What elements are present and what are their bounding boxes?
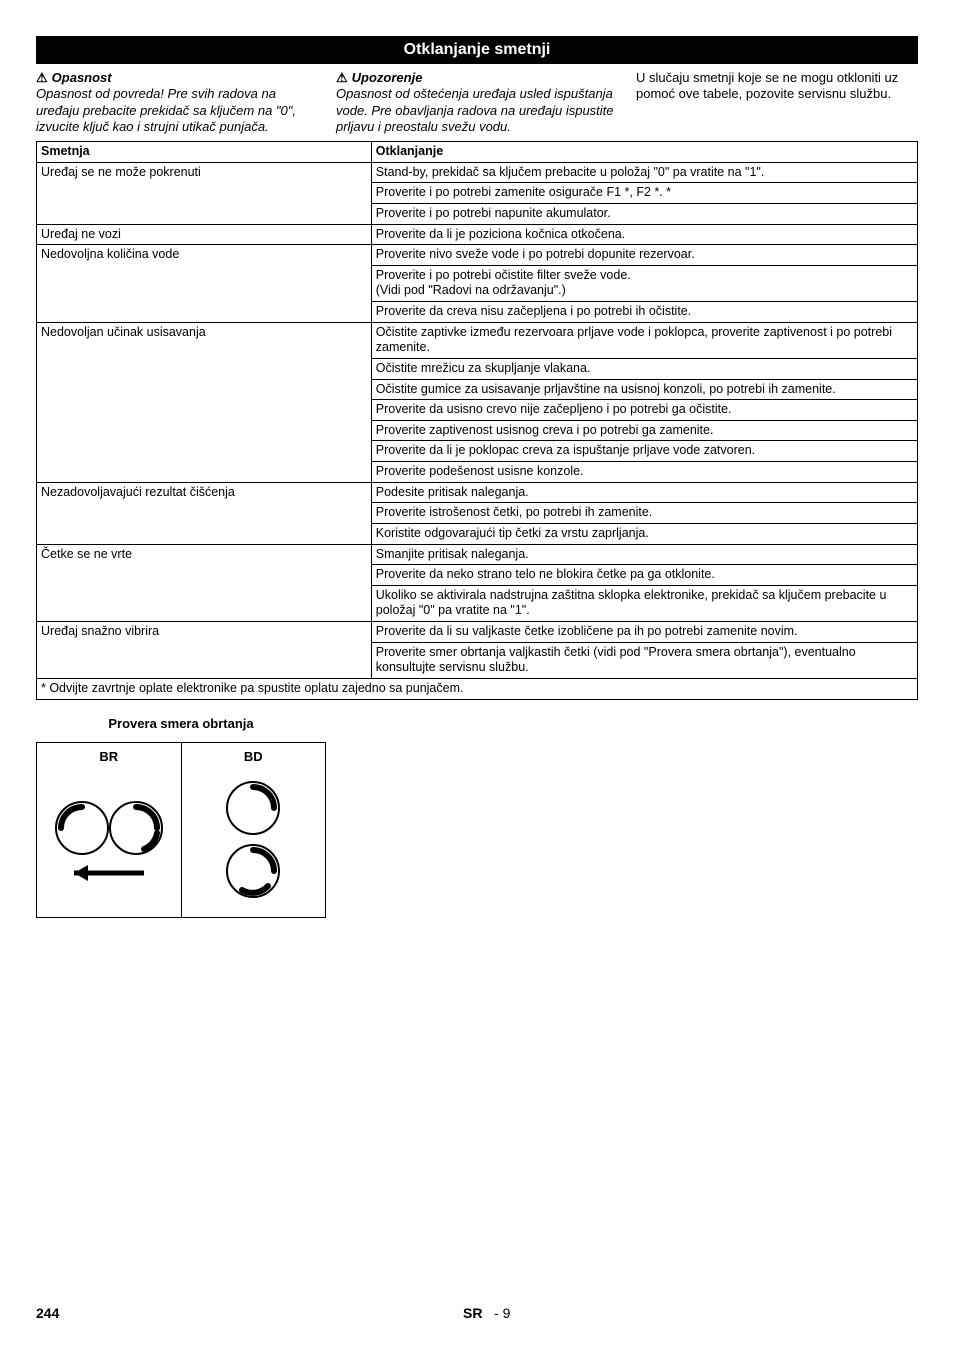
remedy-cell: Očistite gumice za usisavanje prljavštin… (371, 379, 917, 400)
remedy-cell: Proverite i po potrebi napunite akumulat… (371, 203, 917, 224)
table-row: Nedovoljan učinak usisavanjaOčistite zap… (37, 322, 918, 358)
remedy-cell: Proverite smer obrtanja valjkastih četki… (371, 642, 917, 678)
remedy-cell: Proverite da usisno crevo nije začepljen… (371, 400, 917, 421)
remedy-cell: Smanjite pritisak naleganja. (371, 544, 917, 565)
fault-cell: Nezadovoljavajući rezultat čišćenja (37, 482, 372, 544)
col-warning: ⚠ Upozorenje Opasnost od oštećenja uređaj… (336, 70, 618, 135)
troubleshooting-table: Smetnja Otklanjanje Uređaj se ne može po… (36, 141, 918, 679)
table-row: Nedovoljna količina vodeProverite nivo s… (37, 245, 918, 266)
footer-center: SR - 9 (463, 1305, 510, 1323)
footer-lang: SR (463, 1305, 482, 1321)
diagram-label-br: BR (41, 749, 177, 765)
remedy-cell: Proverite nivo sveže vode i po potrebi d… (371, 245, 917, 266)
remedy-cell: Proverite da li je poklopac creva za isp… (371, 441, 917, 462)
diagram-col-bd: BD (181, 743, 326, 918)
danger-text: Opasnost od povreda! Pre svih radova na … (36, 86, 318, 135)
table-row: Uređaj ne voziProverite da li je pozicio… (37, 224, 918, 245)
remedy-cell: Očistite zaptivke između rezervoara prlj… (371, 322, 917, 358)
rotation-br-icon (44, 773, 174, 893)
diagram-label-bd: BD (186, 749, 322, 765)
remedy-cell: Proverite da neko strano telo ne blokira… (371, 565, 917, 586)
page-number: 244 (36, 1305, 59, 1323)
danger-heading: ⚠ Opasnost (36, 70, 318, 86)
remedy-cell: Proverite istrošenost četki, po potrebi … (371, 503, 917, 524)
remedy-cell: Proverite podešenost usisne konzole. (371, 462, 917, 483)
remedy-cell: Proverite da li je poziciona kočnica otk… (371, 224, 917, 245)
col-info: U slučaju smetnji koje se ne mogu otklon… (636, 70, 918, 135)
remedy-cell: Proverite i po potrebi očistite filter s… (371, 265, 917, 301)
rotation-bd-icon (188, 773, 318, 903)
table-row: Uređaj snažno vibriraProverite da li su … (37, 622, 918, 643)
fault-cell: Četke se ne vrte (37, 544, 372, 622)
remedy-cell: Stand-by, prekidač sa ključem prebacite … (371, 162, 917, 183)
table-footnote: * Odvijte zavrtnje oplate elektronike pa… (36, 679, 918, 700)
fault-cell: Nedovoljna količina vode (37, 245, 372, 323)
danger-label: Opasnost (52, 70, 112, 85)
warning-heading: ⚠ Upozorenje (336, 70, 618, 86)
intro-columns: ⚠ Opasnost Opasnost od povreda! Pre svih … (36, 70, 918, 135)
section-banner: Otklanjanje smetnji (36, 36, 918, 64)
table-row: Četke se ne vrteSmanjite pritisak nalega… (37, 544, 918, 565)
remedy-cell: Podesite pritisak naleganja. (371, 482, 917, 503)
fault-cell: Uređaj se ne može pokrenuti (37, 162, 372, 224)
remedy-cell: Proverite zaptivenost usisnog creva i po… (371, 420, 917, 441)
diagram-col-br: BR (37, 743, 181, 918)
warning-triangle-icon: ⚠ (336, 70, 348, 86)
remedy-cell: Ukoliko se aktivirala nadstrujna zaštitn… (371, 585, 917, 621)
table-row: Uređaj se ne može pokrenutiStand-by, pre… (37, 162, 918, 183)
fault-cell: Uređaj snažno vibrira (37, 622, 372, 679)
fault-cell: Nedovoljan učinak usisavanja (37, 322, 372, 482)
info-text: U slučaju smetnji koje se ne mogu otklon… (636, 70, 918, 103)
warning-label: Upozorenje (352, 70, 423, 85)
table-row: Nezadovoljavajući rezultat čišćenjaPodes… (37, 482, 918, 503)
remedy-cell: Proverite da creva nisu začepljena i po … (371, 302, 917, 323)
warning-triangle-icon: ⚠ (36, 70, 48, 86)
footer-section: - 9 (494, 1305, 510, 1321)
remedy-cell: Proverite da li su valjkaste četke izobl… (371, 622, 917, 643)
subheading-rotation: Provera smera obrtanja (36, 716, 326, 732)
remedy-cell: Koristite odgovarajući tip četki za vrst… (371, 523, 917, 544)
th-remedy: Otklanjanje (371, 142, 917, 163)
remedy-cell: Očistite mrežicu za skupljanje vlakana. (371, 358, 917, 379)
rotation-diagram: BR BD (36, 742, 326, 919)
th-fault: Smetnja (37, 142, 372, 163)
page-footer: 244 SR - 9 (36, 1305, 918, 1323)
fault-cell: Uređaj ne vozi (37, 224, 372, 245)
remedy-cell: Proverite i po potrebi zamenite osigurač… (371, 183, 917, 204)
footer-spacer (914, 1305, 918, 1323)
warning-text: Opasnost od oštećenja uređaja usled ispu… (336, 86, 618, 135)
col-danger: ⚠ Opasnost Opasnost od povreda! Pre svih … (36, 70, 318, 135)
